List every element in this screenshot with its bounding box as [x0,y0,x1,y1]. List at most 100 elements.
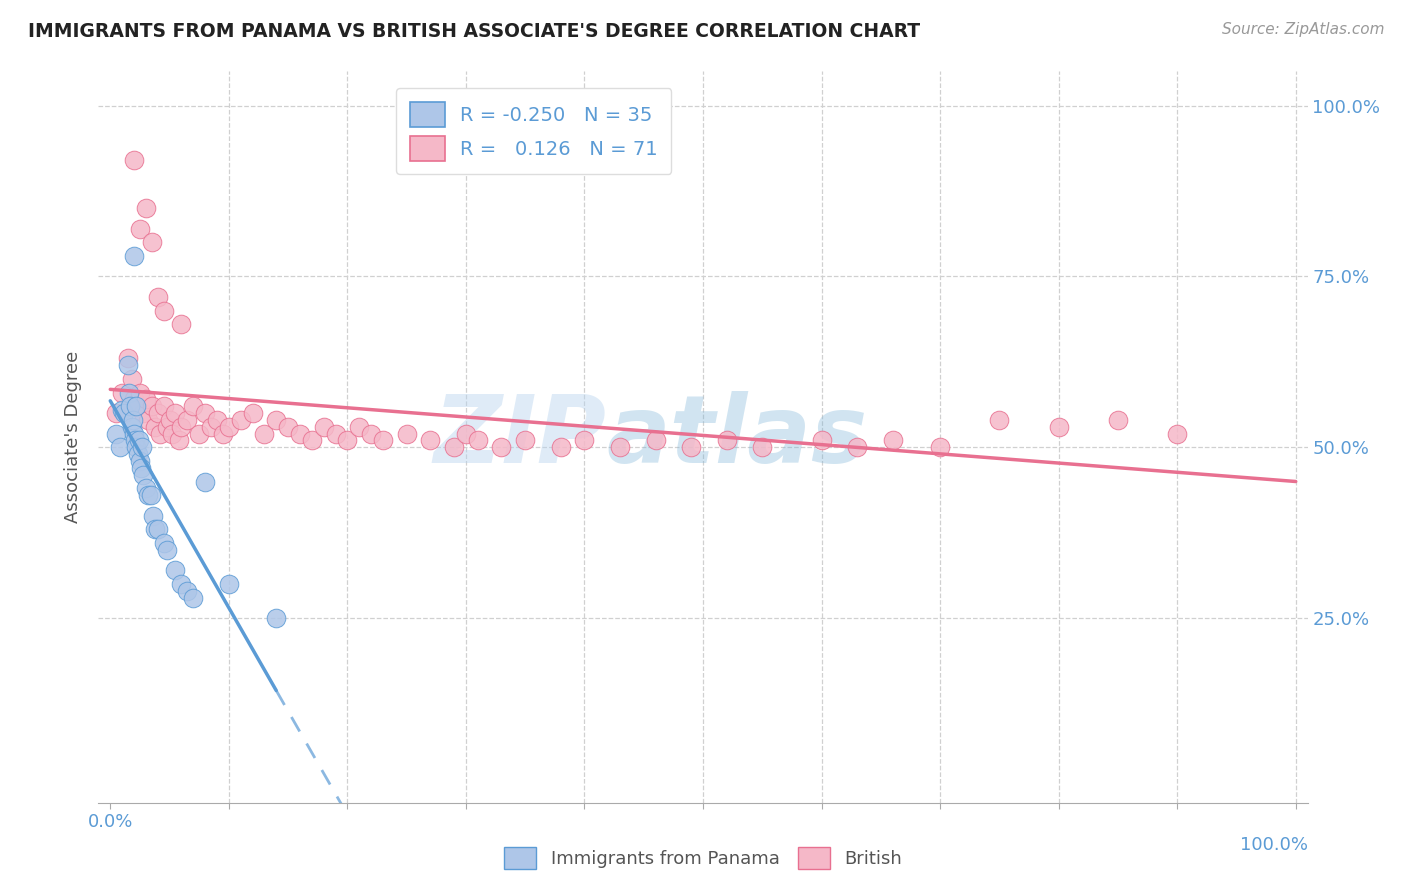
Point [454,426,477,441]
Point [218,420,240,434]
Point [929,440,952,454]
Point [419,434,441,448]
Point [170,318,193,332]
Point [111,385,134,400]
Point [118,385,141,400]
Point [152,303,174,318]
Point [882,434,904,448]
Point [277,420,299,434]
Point [132,467,155,482]
Point [609,440,631,454]
Point [122,249,145,263]
Point [111,402,134,417]
Point [117,351,139,366]
Point [143,522,166,536]
Point [253,426,276,441]
Point [371,434,394,448]
Point [288,426,311,441]
Point [170,577,193,591]
Point [146,406,169,420]
Point [121,413,143,427]
Point [218,577,240,591]
Point [1047,420,1070,434]
Point [156,420,179,434]
Point [117,359,139,373]
Point [188,426,211,441]
Point [120,400,142,414]
Point [108,440,131,454]
Text: Source: ZipAtlas.com: Source: ZipAtlas.com [1222,22,1385,37]
Point [141,400,163,414]
Point [125,440,148,454]
Point [301,434,323,448]
Point [194,406,217,420]
Point [122,153,145,168]
Point [176,583,198,598]
Point [121,420,143,434]
Point [395,426,418,441]
Legend: Immigrants from Panama, British: Immigrants from Panama, British [495,838,911,879]
Point [644,434,666,448]
Point [181,400,204,414]
Point [152,536,174,550]
Point [491,440,513,454]
Point [132,406,155,420]
Point [810,434,832,448]
Point [242,406,264,420]
Point [124,434,146,448]
Point [550,440,572,454]
Point [122,426,145,441]
Point [122,392,145,407]
Point [325,426,347,441]
Point [200,420,222,434]
Point [170,420,193,434]
Point [156,542,179,557]
Point [129,385,152,400]
Point [125,400,148,414]
Point [716,434,738,448]
Point [229,413,252,427]
Point [467,434,489,448]
Point [128,434,150,448]
Point [105,426,128,441]
Point [264,611,287,625]
Point [160,426,183,441]
Point [988,413,1011,427]
Point [443,440,465,454]
Point [127,447,149,461]
Y-axis label: Associate's Degree: Associate's Degree [65,351,83,524]
Point [135,392,157,407]
Point [205,413,228,427]
Point [136,413,159,427]
Point [165,563,187,577]
Point [149,426,172,441]
Point [336,434,359,448]
Point [574,434,596,448]
Point [681,440,703,454]
Text: ZIP: ZIP [433,391,606,483]
Point [159,413,181,427]
Point [146,290,169,304]
Point [129,454,152,468]
Point [167,434,190,448]
Point [141,235,163,250]
Point [264,413,287,427]
Point [139,488,162,502]
Point [125,400,148,414]
Point [129,221,152,235]
Point [1107,413,1129,427]
Point [312,420,335,434]
Point [142,508,165,523]
Point [176,413,198,427]
Point [360,426,382,441]
Legend: R = -0.250   N = 35, R =   0.126   N = 71: R = -0.250 N = 35, R = 0.126 N = 71 [396,88,672,174]
Point [136,488,159,502]
Point [152,400,174,414]
Point [751,440,773,454]
Text: atlas: atlas [606,391,868,483]
Point [129,460,152,475]
Point [121,372,143,386]
Point [1166,426,1188,441]
Point [194,475,217,489]
Point [515,434,537,448]
